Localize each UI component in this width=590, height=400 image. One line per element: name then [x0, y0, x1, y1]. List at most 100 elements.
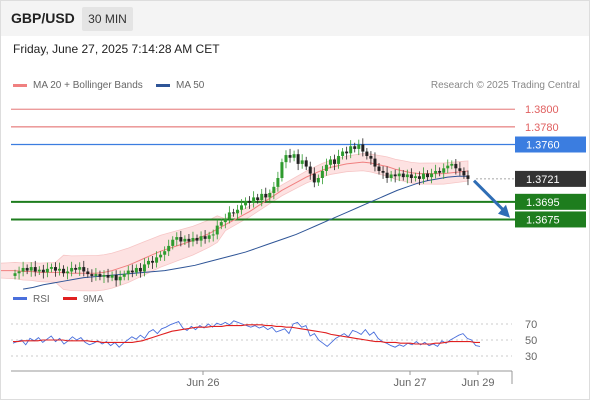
candle-body: [304, 160, 308, 167]
candle-body: [256, 197, 260, 201]
candle-body: [466, 175, 470, 179]
candle-body: [33, 267, 37, 272]
rsi-legend-swatch: [63, 297, 77, 300]
candle-body: [215, 225, 219, 235]
candle-body: [446, 165, 450, 169]
support-label-bg: [515, 193, 586, 210]
support-label: 1.3695: [526, 197, 560, 209]
x-tick-label: Jun 26: [186, 377, 219, 389]
rsi-tick-label: 30: [525, 351, 537, 363]
candle-body: [179, 237, 183, 242]
candle-body: [163, 251, 167, 255]
timeframe-button[interactable]: 30 MIN: [82, 7, 133, 31]
candle-body: [138, 267, 142, 272]
rsi-series-rsi: [12, 320, 481, 348]
candle-body: [312, 173, 316, 183]
candle-body: [320, 170, 324, 179]
candle-body: [151, 260, 155, 263]
rsi-legend-swatch: [13, 297, 27, 300]
candle-body: [86, 271, 90, 275]
candle-body: [21, 267, 25, 272]
candle-body: [219, 222, 223, 226]
candle-body: [349, 146, 353, 154]
candle-body: [41, 269, 45, 273]
candle-body: [458, 168, 462, 171]
header-bar: GBP/USD 30 MIN: [0, 0, 590, 36]
candle-body: [244, 200, 248, 206]
candle-body: [341, 151, 345, 156]
candle-body: [288, 155, 292, 158]
pivot-label-bg: [515, 136, 586, 153]
candle-body: [70, 267, 74, 272]
candle-body: [328, 159, 332, 165]
candle-body: [308, 166, 312, 174]
candle-body: [126, 270, 130, 275]
candle-body: [223, 218, 227, 223]
candle-body: [146, 260, 150, 265]
candle-body: [413, 176, 417, 179]
candle-body: [199, 236, 203, 241]
candle-body: [333, 159, 337, 164]
candle-body: [159, 254, 163, 258]
last-price-label: 1.3721: [526, 174, 560, 186]
symbol-title: GBP/USD: [11, 10, 75, 26]
candle-body: [434, 170, 438, 174]
legend-ma20: MA 20 + Bollinger Bands: [13, 80, 143, 91]
resistance-label: 1.3800: [525, 104, 559, 116]
candle-body: [227, 212, 231, 219]
x-tick-label: Jun 29: [461, 377, 494, 389]
candle-body: [155, 257, 159, 263]
candle-body: [357, 144, 361, 149]
candle-body: [167, 245, 171, 252]
candle-body: [377, 166, 381, 171]
candle-body: [284, 155, 288, 163]
forecast-arrow: [472, 179, 508, 214]
candle-body: [401, 173, 405, 178]
candle-body: [361, 144, 365, 152]
candle-body: [389, 174, 393, 179]
support-label: 1.3675: [526, 214, 560, 226]
candle-body: [430, 173, 434, 178]
candle-body: [381, 170, 385, 173]
forecast-arrowhead: [498, 204, 510, 218]
candle-body: [409, 174, 413, 179]
ma50-line: [23, 175, 468, 290]
legend-ma20-label: MA 20 + Bollinger Bands: [33, 80, 143, 91]
candle-body: [187, 238, 191, 242]
candle-body: [122, 274, 126, 277]
candle-body: [248, 200, 252, 203]
candle-body: [462, 170, 466, 176]
candle-body: [211, 234, 215, 236]
candle-body: [385, 172, 389, 179]
candle-body: [37, 269, 41, 272]
candle-body: [118, 276, 122, 281]
candle-body: [78, 267, 82, 270]
candle-body: [421, 173, 425, 179]
rsi-tick-label: 70: [525, 319, 537, 331]
resistance-label: 1.3780: [525, 122, 559, 134]
candle-body: [240, 205, 243, 210]
candle-body: [369, 155, 373, 159]
candle-body: [280, 162, 284, 179]
candle-body: [264, 193, 268, 198]
rsi-legend-label: RSI: [33, 294, 50, 305]
candle-body: [94, 274, 98, 276]
candle-body: [175, 237, 179, 240]
candle-body: [272, 186, 276, 193]
candle-body: [74, 267, 78, 270]
candle-body: [58, 268, 62, 271]
legend-ma50-label: MA 50: [176, 80, 205, 91]
candle-body: [29, 267, 33, 271]
candle-body: [405, 174, 409, 178]
candle-body: [13, 273, 17, 276]
legend-ma50: MA 50: [156, 80, 204, 91]
candle-body: [130, 270, 134, 273]
candle-body: [114, 275, 118, 281]
candle-body: [142, 264, 146, 272]
candle-body: [252, 197, 256, 203]
candle-body: [296, 154, 300, 164]
rsi-series-9ma: [13, 324, 480, 345]
legend-ma50-swatch: [156, 84, 170, 87]
candle-body: [183, 238, 187, 242]
